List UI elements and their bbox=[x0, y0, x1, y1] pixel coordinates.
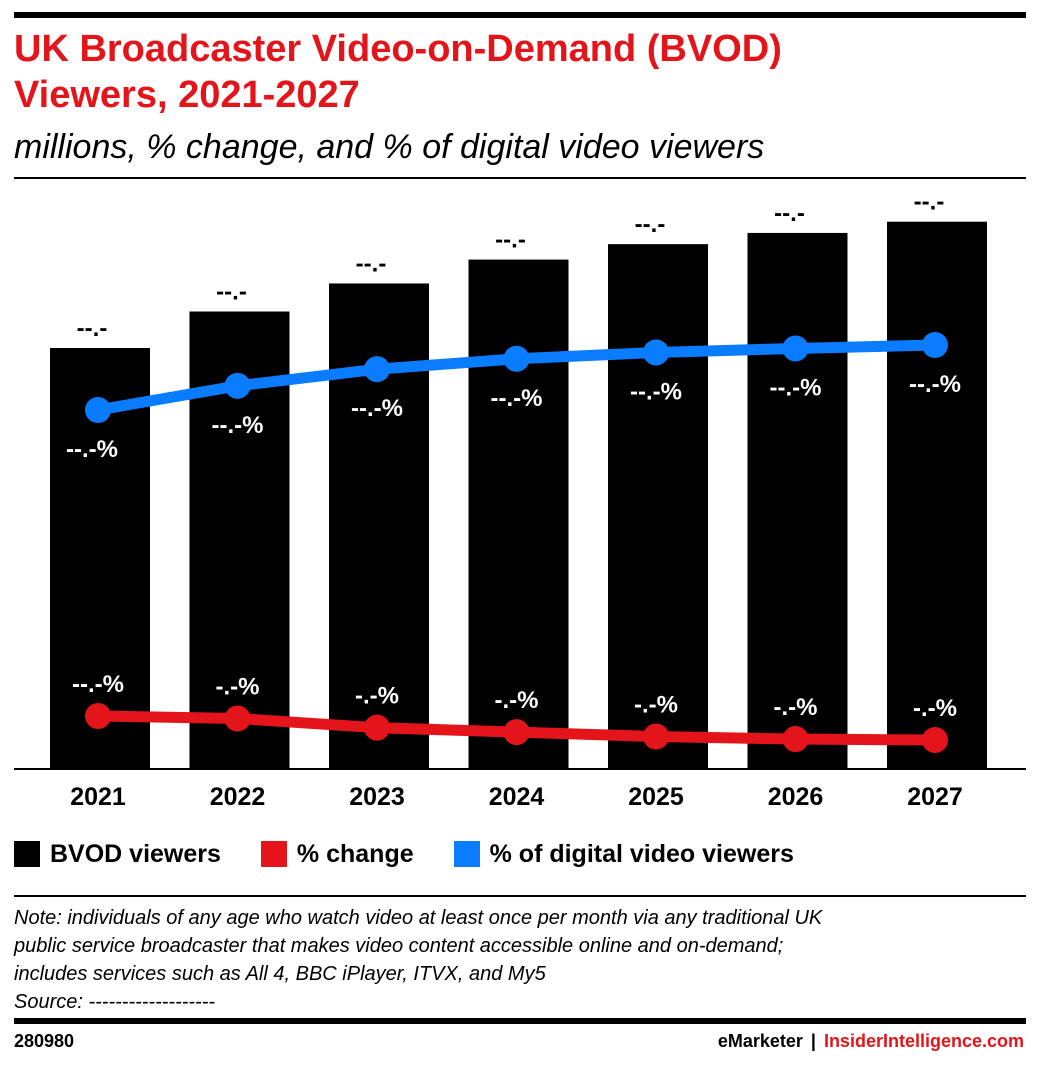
point-percent-change-2022 bbox=[224, 705, 251, 732]
labels-layer: --.- --.- --.- --.- --.- --.- --.- --.-% --.-% --… bbox=[66, 189, 961, 722]
x-tick-label-2024: 2024 bbox=[489, 783, 545, 811]
bars-layer bbox=[50, 221, 987, 770]
legend-swatch-percent-change bbox=[260, 841, 287, 867]
x-tick-label-2023: 2023 bbox=[349, 783, 405, 811]
bar-value-label-2025: --.- bbox=[635, 211, 666, 238]
bar-2025 bbox=[608, 244, 708, 770]
legend-swatch-percent-digital-video bbox=[453, 841, 480, 867]
label-percent-digital-video-2022: --.-% bbox=[212, 412, 264, 439]
point-percent-change-2026 bbox=[782, 726, 809, 753]
legend: BVOD viewers % change % of digital video… bbox=[14, 836, 834, 872]
label-percent-digital-video-2021: --.-% bbox=[66, 436, 118, 463]
label-percent-change-2024: -.-% bbox=[495, 687, 539, 714]
legend-item-percent-digital-video: % of digital video viewers bbox=[453, 839, 794, 869]
label-percent-change-2026: -.-% bbox=[774, 694, 818, 721]
x-tick-label-2022: 2022 bbox=[210, 783, 266, 811]
label-percent-change-2025: -.-% bbox=[634, 692, 678, 719]
point-percent-digital-video-2025 bbox=[643, 339, 669, 366]
point-percent-change-2025 bbox=[643, 723, 669, 750]
note-line-1: Note: individuals of any age who watch v… bbox=[14, 907, 823, 929]
point-percent-digital-video-2023 bbox=[364, 356, 390, 383]
legend-label-percent-digital-video: % of digital video viewers bbox=[489, 839, 794, 868]
source-line: Source: ------------------- bbox=[14, 991, 216, 1013]
x-tick-label-2025: 2025 bbox=[628, 783, 684, 811]
x-tick-label-2021: 2021 bbox=[70, 783, 126, 811]
bar-value-label-2027: --.- bbox=[914, 189, 945, 216]
bar-2027 bbox=[887, 221, 987, 769]
bar-value-label-2022: --.- bbox=[216, 279, 247, 306]
lines-layer bbox=[85, 332, 948, 753]
point-percent-digital-video-2026 bbox=[782, 335, 809, 362]
bar-2026 bbox=[747, 232, 848, 770]
header-divider bbox=[14, 177, 1026, 179]
point-percent-digital-video-2024 bbox=[503, 345, 530, 372]
chart-area: --.- --.- --.- --.- --.- --.- --.- --.-% --.-% --… bbox=[14, 189, 1026, 811]
label-percent-change-2021: --.-% bbox=[72, 671, 124, 698]
chart-subtitle: millions, % change, and % of digital vid… bbox=[14, 128, 765, 166]
legend-label-percent-change: % change bbox=[296, 839, 414, 868]
brand-insider-intelligence: InsiderIntelligence.com bbox=[823, 1031, 1024, 1051]
footer-brand: eMarketer | InsiderIntelligence.com bbox=[718, 1031, 1024, 1052]
point-percent-change-2023 bbox=[364, 714, 390, 741]
legend-item-percent-change: % change bbox=[260, 839, 414, 869]
note-divider bbox=[14, 895, 1026, 897]
point-percent-digital-video-2022 bbox=[224, 372, 251, 399]
label-percent-change-2022: -.-% bbox=[216, 674, 260, 701]
top-rule bbox=[14, 12, 1026, 18]
point-percent-change-2027 bbox=[922, 727, 948, 753]
footer-rule bbox=[14, 1018, 1026, 1024]
bar-value-label-2023: --.- bbox=[356, 250, 387, 277]
point-percent-digital-video-2027 bbox=[922, 332, 948, 358]
point-percent-change-2024 bbox=[503, 719, 530, 746]
legend-item-bvod-viewers: BVOD viewers bbox=[14, 840, 221, 869]
brand-emarketer: eMarketer bbox=[717, 1031, 803, 1051]
chart-title: UK Broadcaster Video-on-Demand (BVOD) Vi… bbox=[14, 26, 1014, 118]
label-percent-digital-video-2026: --.-% bbox=[770, 374, 822, 401]
point-percent-change-2021 bbox=[85, 703, 111, 729]
chart-title-line2: Viewers, 2021-2027 bbox=[14, 74, 360, 116]
bar-value-label-2024: --.- bbox=[495, 227, 526, 254]
legend-label-bvod-viewers: BVOD viewers bbox=[50, 839, 221, 868]
label-percent-change-2027: -.-% bbox=[913, 695, 957, 722]
label-percent-digital-video-2025: --.-% bbox=[630, 378, 682, 405]
bar-value-label-2026: --.- bbox=[774, 200, 805, 227]
label-percent-digital-video-2024: --.-% bbox=[491, 385, 543, 412]
bar-2024 bbox=[468, 259, 569, 769]
chart-title-line1: UK Broadcaster Video-on-Demand (BVOD) bbox=[14, 28, 782, 70]
brand-separator: | bbox=[810, 1031, 816, 1051]
chart-id: 280980 bbox=[14, 1031, 75, 1051]
note-line-2: public service broadcaster that makes vi… bbox=[14, 935, 784, 957]
legend-swatch-bvod-viewers bbox=[14, 841, 40, 867]
label-percent-digital-video-2023: --.-% bbox=[351, 395, 403, 422]
label-percent-digital-video-2027: --.-% bbox=[909, 371, 961, 398]
x-tick-label-2026: 2026 bbox=[768, 783, 824, 811]
x-tick-label-2027: 2027 bbox=[907, 783, 963, 811]
x-tick-labels: 2021 2022 2023 2024 2025 2026 2027 bbox=[70, 783, 963, 811]
note-line-3: includes services such as All 4, BBC iPl… bbox=[14, 963, 546, 985]
point-percent-digital-video-2021 bbox=[85, 397, 111, 423]
chart-note: Note: individuals of any age who watch v… bbox=[14, 904, 1026, 1016]
bar-value-label-2021: --.- bbox=[77, 315, 108, 342]
label-percent-change-2023: -.-% bbox=[355, 683, 399, 710]
